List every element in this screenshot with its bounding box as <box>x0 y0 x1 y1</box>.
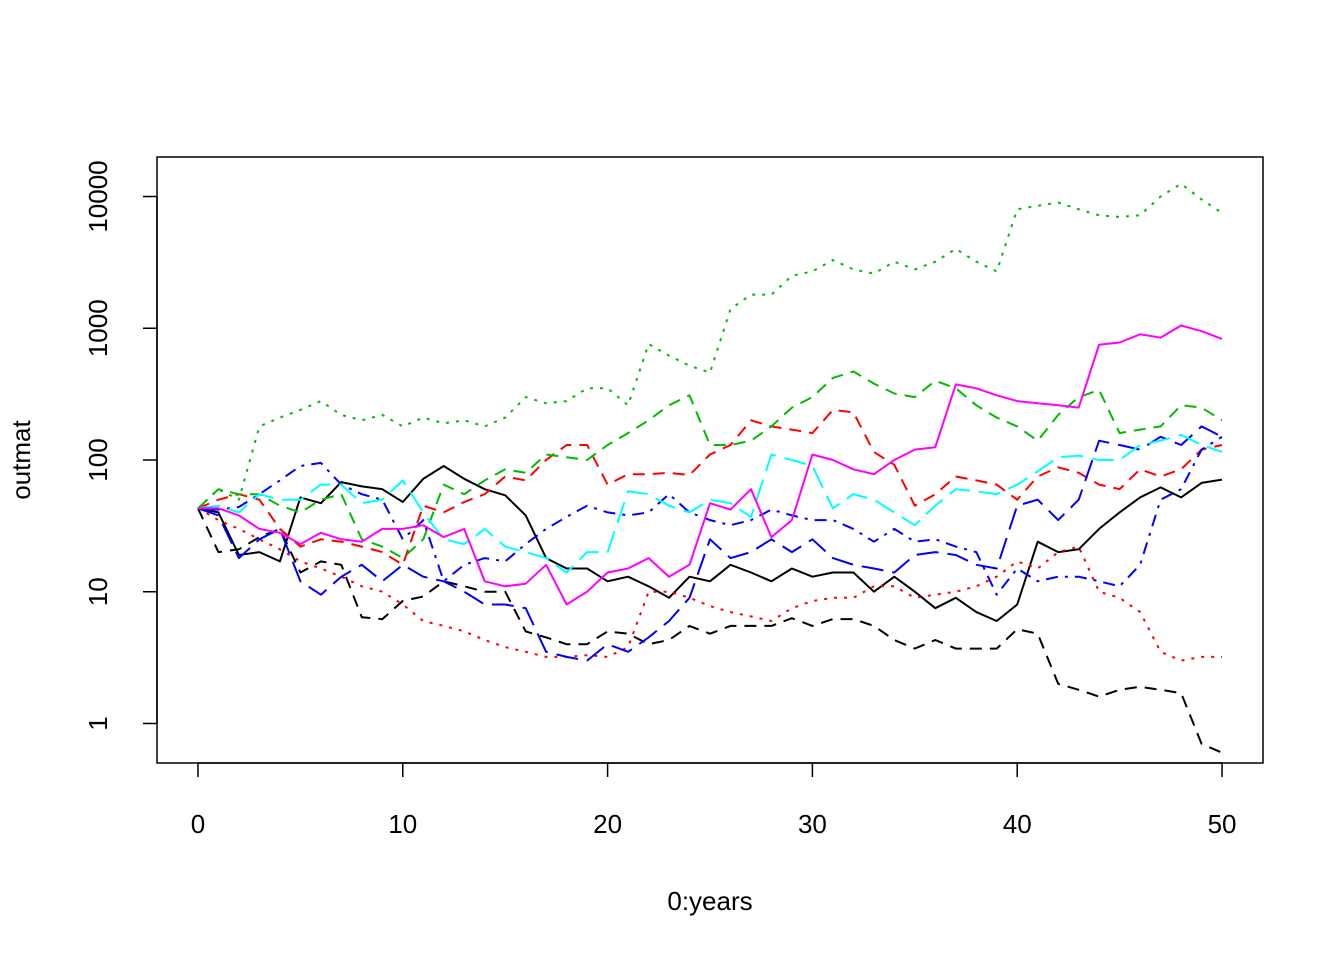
series-line-10 <box>198 324 1223 606</box>
series-line-8 <box>197 425 1223 662</box>
series-layer <box>197 182 1223 754</box>
series-line-3 <box>197 507 1222 662</box>
y-axis-title: outmat <box>6 419 36 499</box>
series-line-4 <box>197 408 1223 566</box>
y-axis: 1 10 100 1000 10000 <box>83 160 158 731</box>
y-tick-label: 10000 <box>83 160 113 232</box>
series-line-1 <box>197 465 1223 622</box>
y-tick-label: 1000 <box>83 299 113 357</box>
x-axis: 0 10 20 30 40 50 <box>191 762 1237 839</box>
x-tick-label: 30 <box>798 809 827 839</box>
series-line-9 <box>197 433 1223 574</box>
x-tick-label: 20 <box>593 809 622 839</box>
series-line-2 <box>197 507 1223 754</box>
x-tick-label: 0 <box>191 809 205 839</box>
y-tick-label: 10 <box>83 577 113 606</box>
x-tick-label: 40 <box>1003 809 1032 839</box>
x-tick-label: 50 <box>1208 809 1237 839</box>
x-axis-title: 0:years <box>667 886 752 916</box>
series-line-7 <box>197 435 1223 596</box>
x-tick-label: 10 <box>388 809 417 839</box>
y-tick-label: 100 <box>83 438 113 481</box>
y-tick-label: 1 <box>83 716 113 730</box>
series-line-6 <box>197 370 1223 560</box>
series-line-5 <box>197 182 1223 510</box>
